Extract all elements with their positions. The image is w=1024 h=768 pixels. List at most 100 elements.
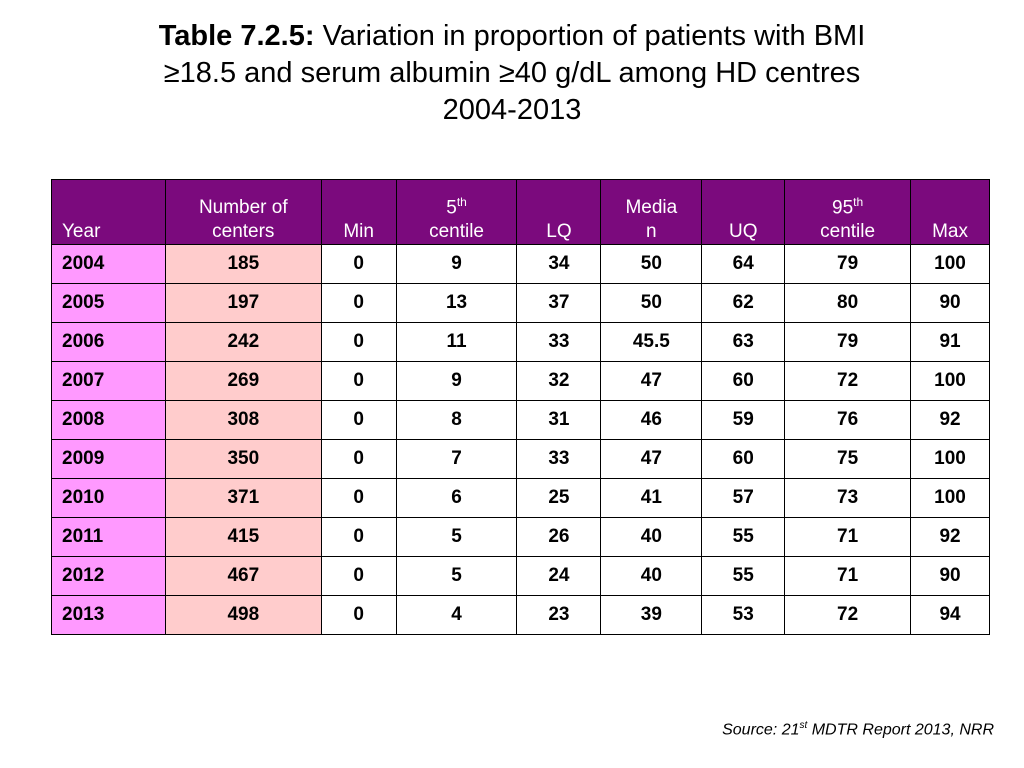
cell-number-of-centers: 467 <box>164 556 322 596</box>
cell-median: 47 <box>600 361 703 401</box>
cell-year: 2010 <box>51 478 166 518</box>
cell-year: 2006 <box>51 322 166 362</box>
cell-min: 0 <box>320 478 397 518</box>
header-year: Year <box>51 179 166 245</box>
cell-uq: 60 <box>701 361 786 401</box>
cell-year: 2008 <box>51 400 166 440</box>
cell-min: 0 <box>320 361 397 401</box>
table-row: 2011 415 0 5 26 40 55 71 92 <box>51 517 990 557</box>
cell-uq: 60 <box>701 439 786 479</box>
cell-number-of-centers: 371 <box>164 478 322 518</box>
header-p5-word: centile <box>429 221 484 242</box>
source-suffix: MDTR Report 2013, NRR <box>807 721 994 739</box>
cell-5th-centile: 5 <box>395 556 518 596</box>
source-prefix: Source: 21 <box>722 721 800 739</box>
header-max: Max <box>910 179 990 245</box>
cell-median: 50 <box>600 283 703 323</box>
table-body: 2004 185 0 9 34 50 64 79 100 2005 197 0 13 37 50 62 80 90… <box>51 244 990 635</box>
cell-lq: 34 <box>516 244 602 284</box>
title-line2: ≥18.5 and serum albumin ≥40 g/dL among H… <box>163 57 861 89</box>
cell-number-of-centers: 269 <box>164 361 322 401</box>
cell-lq: 37 <box>516 283 602 323</box>
cell-5th-centile: 9 <box>395 244 518 284</box>
cell-uq: 55 <box>701 517 786 557</box>
cell-min: 0 <box>320 244 397 284</box>
cell-median: 45.5 <box>600 322 703 362</box>
cell-number-of-centers: 185 <box>164 244 322 284</box>
cell-min: 0 <box>320 439 397 479</box>
cell-median: 47 <box>600 439 703 479</box>
cell-number-of-centers: 498 <box>164 595 322 635</box>
cell-min: 0 <box>320 322 397 362</box>
cell-uq: 64 <box>701 244 786 284</box>
cell-95th-centile: 76 <box>784 400 912 440</box>
cell-95th-centile: 72 <box>784 595 912 635</box>
cell-max: 92 <box>910 400 990 440</box>
table-row: 2005 197 0 13 37 50 62 80 90 <box>51 283 990 323</box>
cell-median: 46 <box>600 400 703 440</box>
cell-95th-centile: 72 <box>784 361 912 401</box>
title-line1: Variation in proportion of patients with… <box>322 20 866 52</box>
cell-uq: 53 <box>701 595 786 635</box>
title-line3: 2004-2013 <box>442 94 582 126</box>
cell-median: 40 <box>600 517 703 557</box>
cell-5th-centile: 6 <box>395 478 518 518</box>
cell-number-of-centers: 415 <box>164 517 322 557</box>
cell-year: 2011 <box>51 517 166 557</box>
header-median-line2: n <box>646 221 657 242</box>
cell-uq: 63 <box>701 322 786 362</box>
cell-max: 90 <box>910 283 990 323</box>
cell-lq: 32 <box>516 361 602 401</box>
cell-lq: 31 <box>516 400 602 440</box>
cell-year: 2007 <box>51 361 166 401</box>
cell-lq: 33 <box>516 322 602 362</box>
cell-min: 0 <box>320 283 397 323</box>
header-median-line1: Media <box>625 197 678 218</box>
cell-year: 2012 <box>51 556 166 596</box>
cell-5th-centile: 13 <box>395 283 518 323</box>
header-median: Media n <box>600 179 703 245</box>
cell-number-of-centers: 308 <box>164 400 322 440</box>
cell-max: 100 <box>910 478 990 518</box>
table-row: 2006 242 0 11 33 45.5 63 79 91 <box>51 322 990 362</box>
cell-5th-centile: 4 <box>395 595 518 635</box>
cell-lq: 24 <box>516 556 602 596</box>
table-row: 2007 269 0 9 32 47 60 72 100 <box>51 361 990 401</box>
header-centers-line2: centers <box>212 221 275 242</box>
header-lq: LQ <box>516 179 602 245</box>
header-number-of-centers: Number of centers <box>164 179 322 245</box>
cell-min: 0 <box>320 595 397 635</box>
cell-95th-centile: 79 <box>784 322 912 362</box>
source-note: Source: 21st MDTR Report 2013, NRR <box>722 720 994 739</box>
cell-median: 39 <box>600 595 703 635</box>
cell-min: 0 <box>320 556 397 596</box>
cell-max: 94 <box>910 595 990 635</box>
cell-95th-centile: 75 <box>784 439 912 479</box>
cell-max: 100 <box>910 244 990 284</box>
cell-max: 91 <box>910 322 990 362</box>
cell-year: 2013 <box>51 595 166 635</box>
cell-number-of-centers: 350 <box>164 439 322 479</box>
cell-year: 2009 <box>51 439 166 479</box>
cell-uq: 57 <box>701 478 786 518</box>
cell-year: 2005 <box>51 283 166 323</box>
table-row: 2013 498 0 4 23 39 53 72 94 <box>51 595 990 635</box>
header-uq: UQ <box>701 179 786 245</box>
cell-median: 41 <box>600 478 703 518</box>
cell-lq: 23 <box>516 595 602 635</box>
header-p5-sup: th <box>456 194 467 209</box>
cell-5th-centile: 11 <box>395 322 518 362</box>
table-row: 2012 467 0 5 24 40 55 71 90 <box>51 556 990 596</box>
header-95th-centile: 95th centile <box>784 179 912 245</box>
header-p95-sup: th <box>853 194 864 209</box>
header-p95-num: 95 <box>832 197 854 218</box>
table-header: Year Number of centers Min 5th centile L… <box>51 179 990 245</box>
cell-min: 0 <box>320 400 397 440</box>
cell-95th-centile: 79 <box>784 244 912 284</box>
cell-95th-centile: 80 <box>784 283 912 323</box>
cell-95th-centile: 71 <box>784 556 912 596</box>
cell-5th-centile: 9 <box>395 361 518 401</box>
table-row: 2004 185 0 9 34 50 64 79 100 <box>51 244 990 284</box>
cell-number-of-centers: 242 <box>164 322 322 362</box>
header-p95-word: centile <box>820 221 876 242</box>
